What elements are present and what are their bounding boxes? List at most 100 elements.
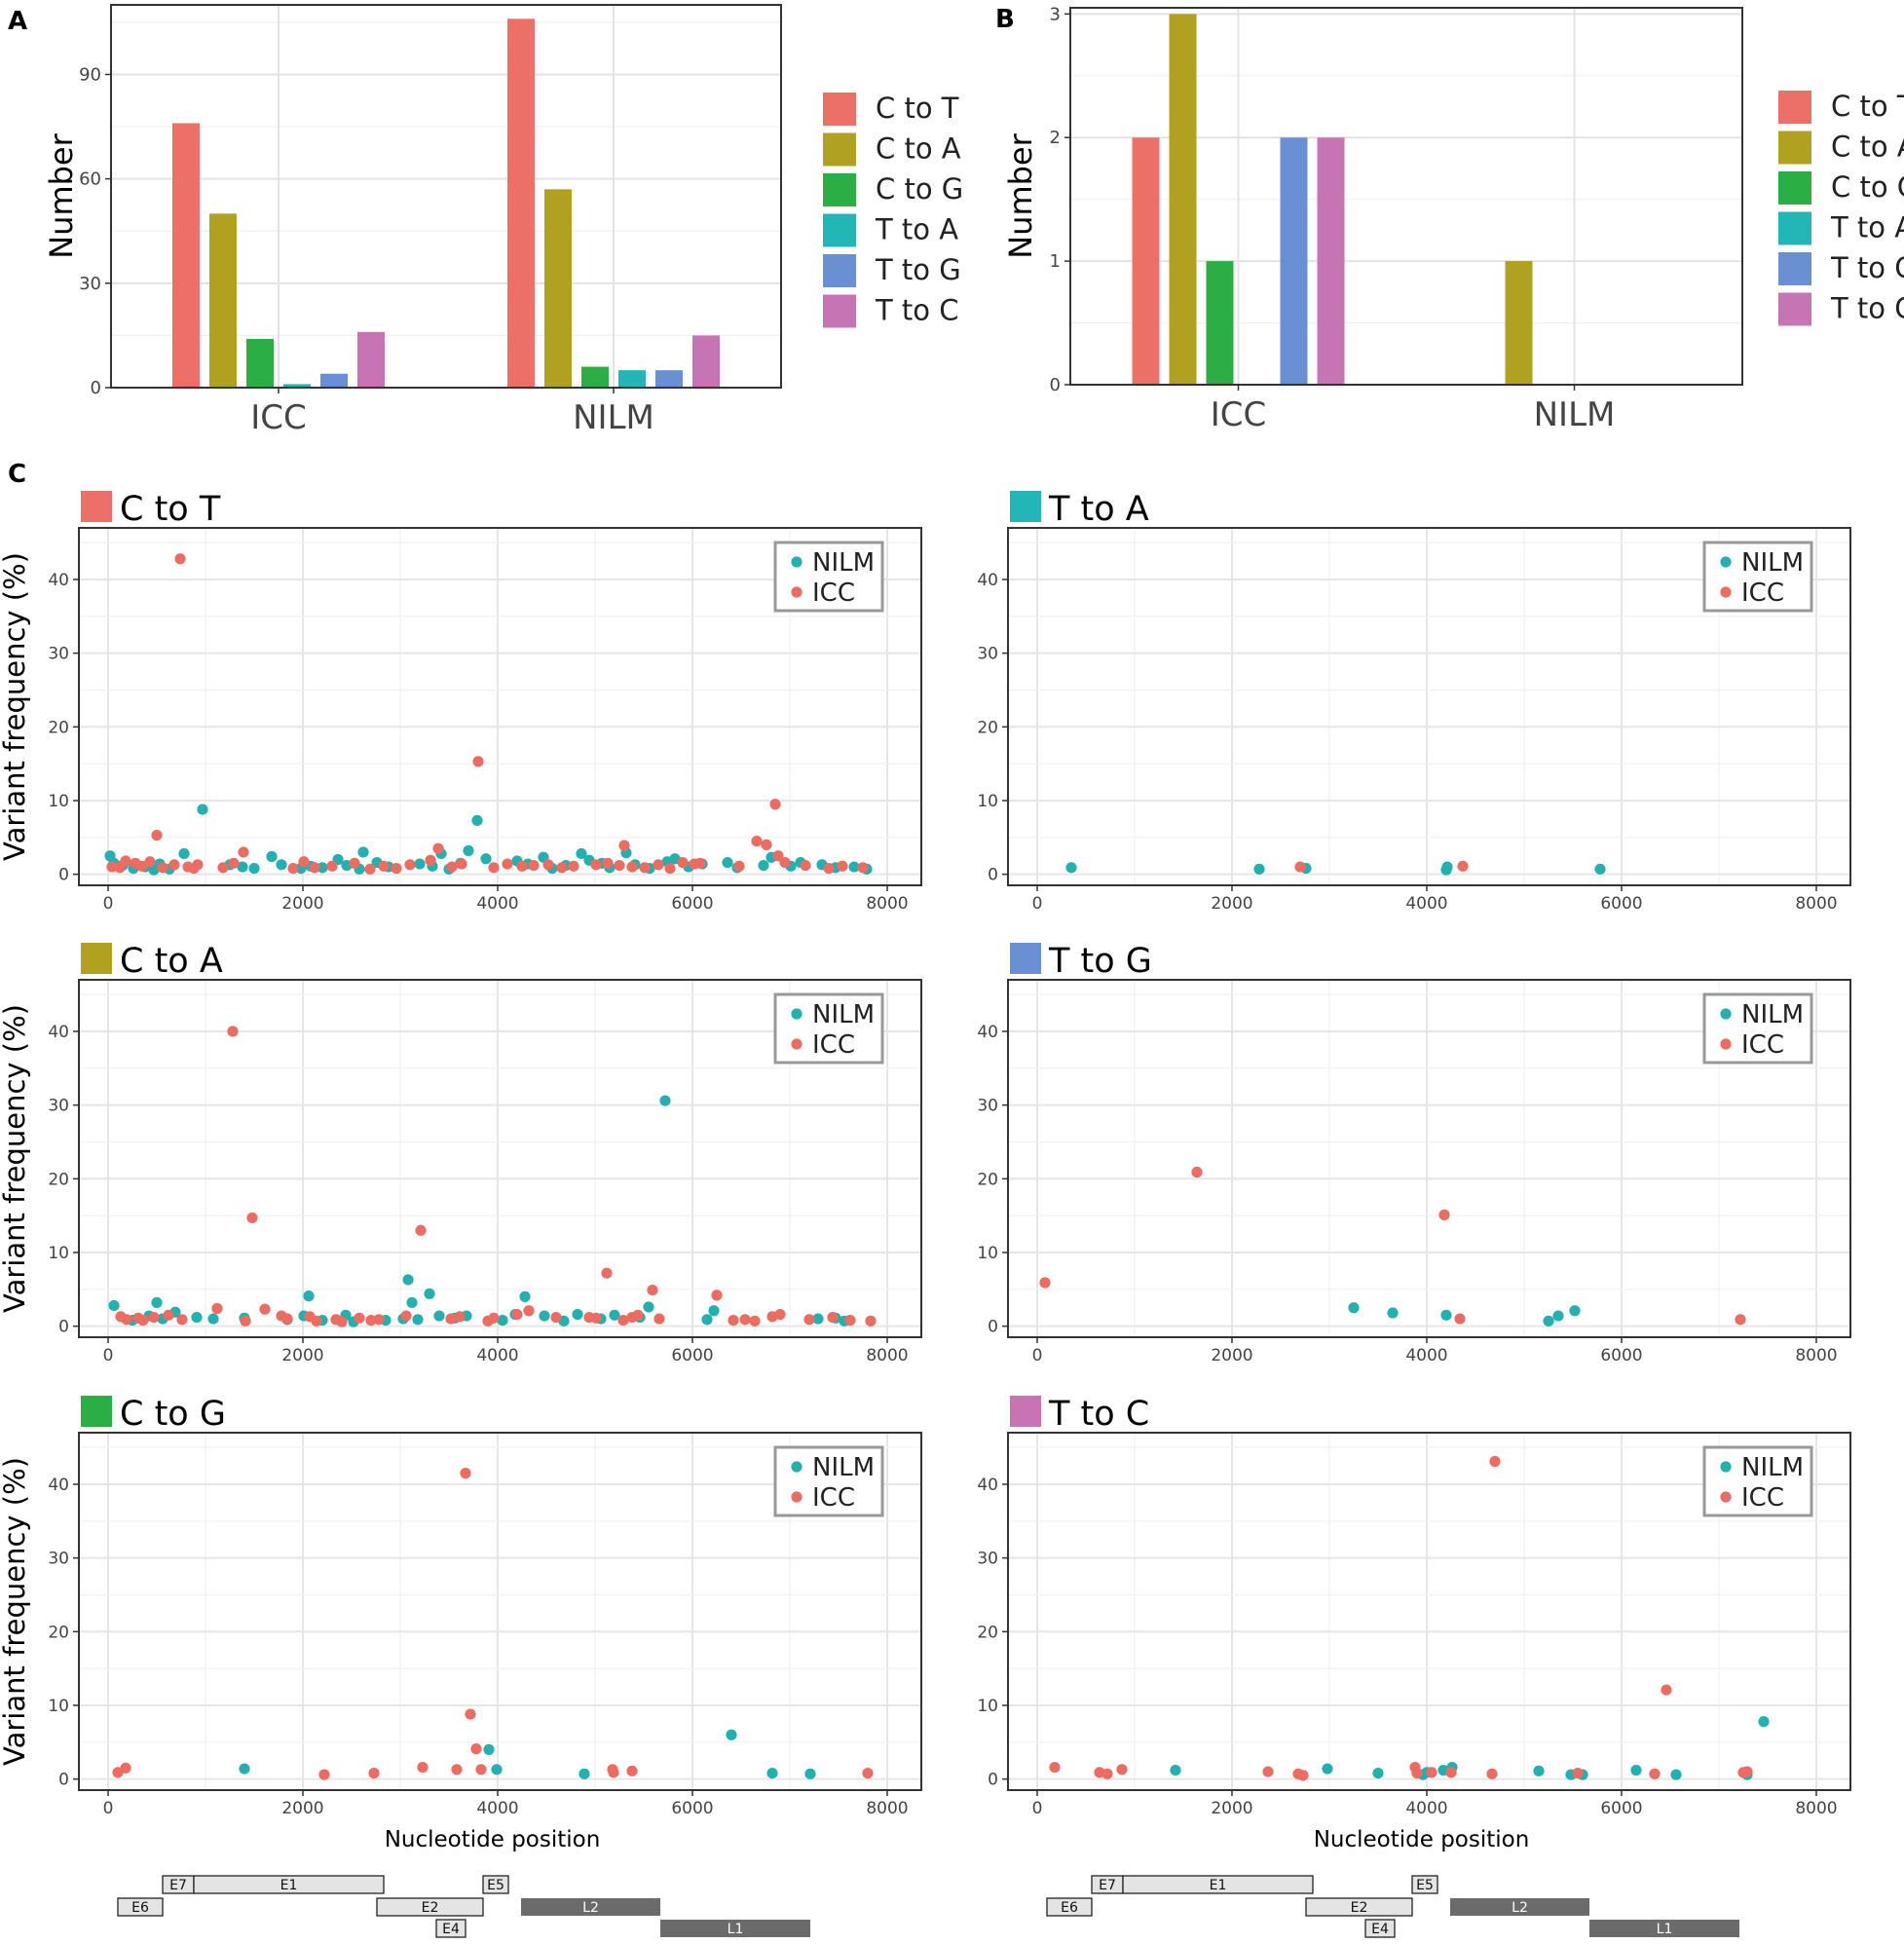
bar-icc-t-to-g (320, 373, 348, 388)
point-icc (1489, 1455, 1501, 1468)
legend-dot-icc (791, 1038, 803, 1050)
point-icc (364, 863, 376, 875)
bar-chart-b: ICC NILM 0 1 2 3 Number C to T C to A C to G T to … (1002, 4, 1904, 434)
legend-label-t-to-g: T to G (1830, 251, 1904, 284)
point-icc (1457, 860, 1469, 872)
y-tick-label: 30 (977, 1550, 998, 1569)
point-nilm (357, 846, 369, 858)
y-tick-label: 40 (48, 1023, 69, 1042)
legend-key-t-to-g (823, 254, 856, 287)
point-icc (511, 1308, 523, 1321)
gene-label-e4: E4 (442, 1922, 460, 1937)
legend-label-c-to-g: C to G (1831, 170, 1904, 204)
bar-nilm-t-to-a (618, 370, 646, 388)
y-tick-label: 0 (58, 1318, 69, 1337)
legend-label-nilm: NILM (812, 1000, 875, 1029)
gene-label-e1: E1 (1210, 1878, 1227, 1893)
legend-key-t-to-g (1778, 252, 1811, 285)
point-nilm (643, 1301, 654, 1313)
point-icc (1426, 1767, 1437, 1778)
point-icc (120, 855, 131, 867)
point-nilm (207, 1313, 219, 1325)
point-icc (240, 1315, 251, 1327)
bar-icc-t-to-c (1317, 137, 1345, 385)
point-nilm (1543, 1315, 1554, 1327)
x-tick-label: 4000 (1405, 894, 1447, 914)
legend-label-icc: ICC (812, 1030, 855, 1060)
y-tick-label: 0 (988, 1771, 998, 1790)
gene-label-l2: L2 (1512, 1900, 1528, 1916)
point-icc (259, 1303, 271, 1315)
y-tick-label: 10 (977, 1697, 998, 1716)
point-nilm (1440, 1309, 1452, 1321)
y-tick-label: 30 (48, 645, 69, 664)
panel-label-a: A (8, 7, 27, 36)
x-tick-label: 6000 (1600, 1346, 1642, 1365)
gene-label-l2: L2 (582, 1900, 599, 1916)
bar-icc-t-to-a (283, 384, 311, 388)
x-tick-label: 4000 (476, 1346, 518, 1365)
point-icc (542, 859, 554, 871)
legend-key-c-to-a (1778, 131, 1811, 165)
scatter-c-ttoc: T to C 0 2000 4000 6000 8000 0 10 20 30 40 Nucleoti… (977, 1395, 1851, 1852)
y-tick-label: 20 (48, 1170, 69, 1189)
y-tick-label: 3 (1050, 4, 1061, 24)
legend-dot-icc (1720, 1038, 1732, 1050)
point-icc (1486, 1768, 1498, 1779)
point-nilm (424, 1288, 435, 1299)
bar-nilm-t-to-g (655, 370, 683, 388)
x-tick-label: 2000 (281, 1799, 323, 1818)
point-nilm (572, 1308, 583, 1321)
point-icc (326, 860, 338, 872)
genome-map: E7 E1 E5 E6 E2 L2 E4 L1 (117, 1875, 810, 1938)
gene-e2 (1305, 1897, 1413, 1917)
legend-key-c-to-t (1778, 91, 1811, 124)
point-icc (779, 856, 791, 869)
legend-label-icc: ICC (1741, 1483, 1784, 1513)
legend-label-icc: ICC (1741, 1030, 1784, 1060)
x-tick-label: 6000 (671, 1799, 713, 1818)
point-icc (601, 1267, 613, 1279)
point-icc (460, 1468, 471, 1479)
gene-label-e2: E2 (422, 1900, 439, 1916)
scatter-c-ctog: C to G 0 2000 4000 6000 8000 0 10 20 30 40 Variant … (0, 1395, 922, 1852)
plot-border (1069, 7, 1743, 386)
point-icc (1049, 1761, 1061, 1774)
point-icc (456, 858, 467, 870)
title-key-t-to-c (1010, 1396, 1041, 1427)
point-icc (163, 1309, 174, 1321)
y-tick-label: 60 (79, 169, 101, 190)
point-icc (1116, 1764, 1128, 1776)
point-icc (653, 859, 664, 871)
point-icc (1191, 1166, 1203, 1178)
point-icc (144, 856, 156, 868)
x-tick-label: 8000 (866, 894, 908, 914)
point-icc (1039, 1277, 1051, 1289)
point-nilm (722, 856, 733, 869)
x-tick-label: 2000 (281, 894, 323, 914)
y-tick-label: 0 (1050, 375, 1061, 395)
point-icc (739, 1314, 751, 1326)
point-icc (176, 1314, 188, 1326)
bar-nilm-c-to-g (581, 366, 609, 388)
panel-title: C to T (120, 490, 221, 529)
y-tick-label: 0 (58, 1771, 69, 1790)
x-tick-label: 2000 (281, 1346, 323, 1365)
point-icc (281, 1313, 293, 1325)
point-nilm (463, 844, 474, 857)
point-icc (400, 1310, 412, 1322)
point-icc (391, 862, 402, 875)
legend-label-nilm: NILM (812, 1453, 875, 1482)
point-icc (217, 862, 229, 874)
y-tick-label: 40 (48, 1476, 69, 1495)
bar-icc-c-to-g (1206, 261, 1234, 385)
gene-e2 (376, 1897, 484, 1917)
x-tick-label: 0 (1032, 1346, 1043, 1365)
point-icc (711, 1290, 723, 1301)
point-icc (465, 1708, 476, 1720)
point-icc (827, 1311, 839, 1324)
gene-label-e6: E6 (131, 1900, 149, 1916)
